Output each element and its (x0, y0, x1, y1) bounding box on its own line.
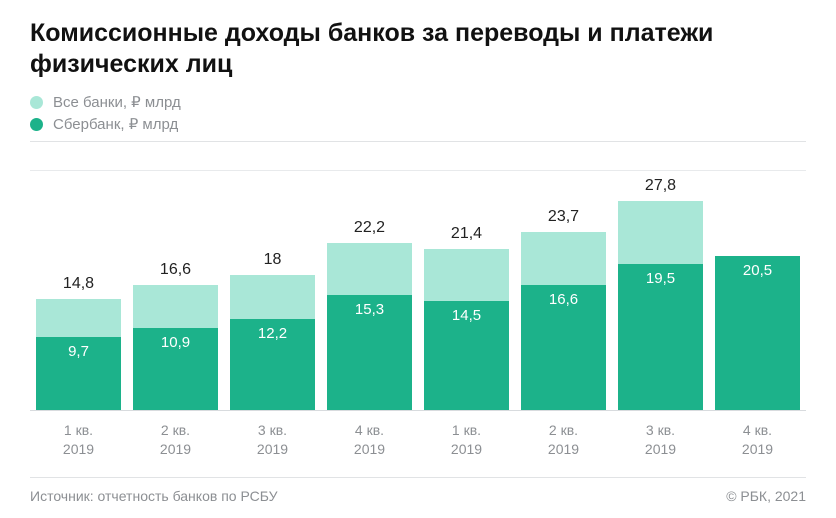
bar-column: 22,2 15,3 (321, 219, 418, 410)
bar-segment-sberbank: 14,5 (424, 301, 509, 410)
bar-bottom-label: 12,2 (230, 325, 315, 342)
x-axis-label: 2 кв.2019 (127, 421, 224, 459)
bar-column: 21,4 14,5 (418, 225, 515, 410)
divider-top (30, 141, 806, 142)
x-axis-label-line2: 2019 (515, 440, 612, 459)
bar-bottom-label: 20,5 (715, 262, 800, 279)
x-axis-label-line2: 2019 (709, 440, 806, 459)
bar-segment-sberbank: 9,7 (36, 337, 121, 410)
x-axis-label-line1: 1 кв. (30, 421, 127, 440)
bar-total-label: 23,7 (521, 208, 606, 226)
legend-swatch-all-banks (30, 96, 43, 109)
bar-stack: 20,5 (715, 256, 800, 410)
x-axis-label-line1: 4 кв. (321, 421, 418, 440)
x-axis-label: 3 кв.2019 (224, 421, 321, 459)
bar-total-label: 16,6 (133, 261, 218, 279)
bar-stack: 19,5 (618, 201, 703, 410)
bar-column: 18 12,2 (224, 251, 321, 410)
bar-segment-all-banks (424, 249, 509, 301)
bar-segment-all-banks (133, 285, 218, 328)
bar-bottom-label: 16,6 (521, 291, 606, 308)
bar-column: 23,7 16,6 (515, 208, 612, 410)
bar-total-label: 14,8 (36, 275, 121, 293)
bar-bottom-label: 15,3 (327, 301, 412, 318)
copyright-text: © РБК, 2021 (726, 488, 806, 504)
bar-segment-all-banks (521, 232, 606, 285)
chart-container: Комиссионные доходы банков за переводы и… (0, 0, 836, 518)
bar-segment-all-banks (230, 275, 315, 319)
legend-item-all-banks: Все банки, ₽ млрд (30, 93, 806, 111)
bar-stack: 14,5 (424, 249, 509, 410)
x-axis-label-line2: 2019 (224, 440, 321, 459)
bar-bottom-label: 9,7 (36, 343, 121, 360)
bar-segment-sberbank: 16,6 (521, 285, 606, 410)
legend: Все банки, ₽ млрд Сбербанк, ₽ млрд (30, 93, 806, 133)
source-text: Источник: отчетность банков по РСБУ (30, 488, 278, 504)
x-axis-label-line1: 2 кв. (127, 421, 224, 440)
footer: Источник: отчетность банков по РСБУ © РБ… (30, 477, 806, 504)
legend-label-all-banks: Все банки, ₽ млрд (53, 93, 181, 111)
x-axis-label: 4 кв.2019 (709, 421, 806, 459)
x-axis-label-line2: 2019 (321, 440, 418, 459)
x-axis-label: 1 кв.2019 (30, 421, 127, 459)
x-axis-label-line2: 2019 (30, 440, 127, 459)
bar-segment-all-banks (618, 201, 703, 264)
x-axis-label-line1: 3 кв. (224, 421, 321, 440)
bar-stack: 16,6 (521, 232, 606, 410)
bar-segment-sberbank: 10,9 (133, 328, 218, 410)
bar-bottom-label: 19,5 (618, 270, 703, 287)
bar-bottom-label: 14,5 (424, 307, 509, 324)
bar-segment-sberbank: 19,5 (618, 264, 703, 410)
x-axis-label-line2: 2019 (127, 440, 224, 459)
bar-stack: 9,7 (36, 299, 121, 410)
bar-bottom-label: 10,9 (133, 334, 218, 351)
x-axis-label: 3 кв.2019 (612, 421, 709, 459)
chart-title: Комиссионные доходы банков за переводы и… (30, 18, 806, 79)
bar-stack: 15,3 (327, 243, 412, 410)
bar-total-label: 27,8 (618, 177, 703, 195)
x-axis-label-line2: 2019 (612, 440, 709, 459)
x-axis-label: 2 кв.2019 (515, 421, 612, 459)
bar-total-label: 21,4 (424, 225, 509, 243)
bar-total-label: 18 (230, 251, 315, 269)
bar-segment-sberbank: 12,2 (230, 319, 315, 410)
bar-segment-sberbank: 20,5 (715, 256, 800, 410)
bars-row: 14,8 9,7 16,6 10,9 18 12,2 22,2 15,3 21,4 14,5 23,… (30, 170, 806, 410)
x-axis-label-line1: 3 кв. (612, 421, 709, 440)
bar-segment-all-banks (327, 243, 412, 295)
bar-column: 14,8 9,7 (30, 275, 127, 410)
bar-segment-all-banks (36, 299, 121, 337)
x-axis-label-line1: 2 кв. (515, 421, 612, 440)
x-axis-label: 4 кв.2019 (321, 421, 418, 459)
bar-total-label: 22,2 (327, 219, 412, 237)
bar-column: 20,5 (709, 250, 806, 410)
x-axis-label-line1: 4 кв. (709, 421, 806, 440)
x-axis-label-line2: 2019 (418, 440, 515, 459)
bar-segment-sberbank: 15,3 (327, 295, 412, 410)
x-axis-labels: 1 кв.20192 кв.20193 кв.20194 кв.20191 кв… (30, 421, 806, 459)
bar-stack: 12,2 (230, 275, 315, 410)
x-axis-label: 1 кв.2019 (418, 421, 515, 459)
legend-label-sberbank: Сбербанк, ₽ млрд (53, 115, 178, 133)
plot-area: 14,8 9,7 16,6 10,9 18 12,2 22,2 15,3 21,4 14,5 23,… (30, 170, 806, 411)
bar-column: 16,6 10,9 (127, 261, 224, 410)
x-axis-label-line1: 1 кв. (418, 421, 515, 440)
legend-item-sberbank: Сбербанк, ₽ млрд (30, 115, 806, 133)
legend-swatch-sberbank (30, 118, 43, 131)
bar-column: 27,8 19,5 (612, 177, 709, 410)
bar-stack: 10,9 (133, 285, 218, 410)
